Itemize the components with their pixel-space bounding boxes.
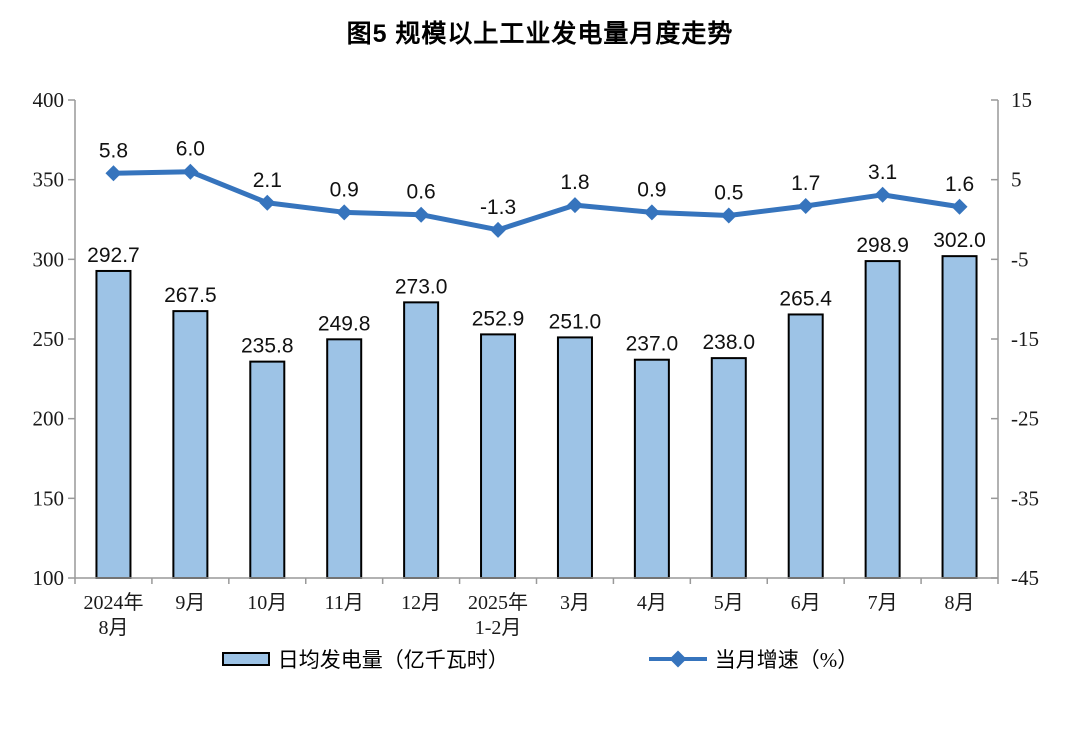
x-axis-label: 12月 <box>401 592 441 614</box>
left-tick-label: 100 <box>33 566 65 590</box>
point-value-label: 0.6 <box>407 181 436 204</box>
x-axis-label: 2025年 <box>468 591 528 614</box>
point-marker <box>951 198 968 215</box>
bar <box>326 338 363 579</box>
x-axis-label: 3月 <box>560 592 590 614</box>
bar-series-swatch <box>221 652 270 666</box>
point-marker <box>105 165 122 182</box>
left-tick-label: 250 <box>33 327 65 351</box>
bar-value-label: 265.4 <box>779 287 832 310</box>
right-tick-label: -35 <box>1011 486 1039 510</box>
bar <box>403 301 440 579</box>
diamond-marker-icon <box>669 650 687 668</box>
right-tick-label: -45 <box>1011 566 1039 590</box>
legend-item-line-series: 当月增速（%） <box>648 644 859 674</box>
chart-title: 图5 规模以上工业发电量月度走势 <box>346 20 734 48</box>
x-axis-label: 8月 <box>98 617 128 638</box>
point-marker <box>643 204 660 221</box>
point-value-label: 0.5 <box>714 182 743 205</box>
bar <box>710 357 747 579</box>
point-value-label: 2.1 <box>253 169 282 192</box>
point-value-label: 1.6 <box>945 173 974 196</box>
point-marker <box>874 186 891 203</box>
bar <box>480 333 517 579</box>
bar-value-label: 273.0 <box>395 275 448 298</box>
point-marker <box>720 207 737 224</box>
point-value-label: 0.9 <box>637 178 666 201</box>
point-value-label: 6.0 <box>176 138 205 161</box>
right-tick-label: -25 <box>1011 407 1039 431</box>
combo-chart-canvas: 292.7 267.5 235.8 249.8 273.0 252.9 251.0 237.0… <box>33 88 1040 638</box>
x-axis-label: 4月 <box>637 592 667 614</box>
bar-value-label: 238.0 <box>703 331 756 354</box>
line-series-label: 当月增速（%） <box>714 648 859 672</box>
chart-page: 图5 规模以上工业发电量月度走势 292.7 267.5 235.8 249.8 273… <box>0 14 1080 742</box>
bar-value-label: 292.7 <box>87 244 140 267</box>
bar <box>95 269 132 579</box>
point-value-label: 1.8 <box>560 171 589 194</box>
point-value-label: 1.7 <box>791 172 820 195</box>
point-marker <box>336 204 353 221</box>
point-value-label: 0.9 <box>330 178 359 201</box>
point-marker <box>413 206 430 223</box>
bar-value-label: 302.0 <box>933 229 986 252</box>
right-tick-label: 15 <box>1011 88 1032 112</box>
x-axis-label: 10月 <box>247 592 287 614</box>
left-tick-label: 200 <box>33 407 65 431</box>
bar <box>787 313 824 579</box>
point-marker <box>490 221 507 238</box>
bar-value-label: 235.8 <box>241 335 294 358</box>
point-marker <box>259 194 276 211</box>
bar-value-label: 252.9 <box>472 307 525 330</box>
bar <box>633 358 670 580</box>
right-tick-label: -5 <box>1011 247 1029 271</box>
left-tick-label: 150 <box>33 486 65 510</box>
right-tick-label: -15 <box>1011 327 1039 351</box>
point-value-label: -1.3 <box>480 196 516 219</box>
left-tick-label: 350 <box>33 168 65 192</box>
x-axis-label: 1-2月 <box>475 617 522 638</box>
x-axis-label: 2024年 <box>83 591 143 614</box>
trend-line <box>110 169 963 233</box>
x-axis-label: 7月 <box>868 592 898 614</box>
bar <box>864 260 901 579</box>
bar-series-label: 日均发电量（亿千瓦时） <box>277 648 509 672</box>
point-value-label: 5.8 <box>99 139 128 162</box>
chart-legend: 日均发电量（亿千瓦时） 当月增速（%） <box>0 644 1080 674</box>
bar-value-label: 237.0 <box>626 333 679 356</box>
x-axis-label: 9月 <box>175 592 205 614</box>
point-value-label: 3.1 <box>868 161 897 184</box>
point-marker <box>566 197 583 214</box>
left-tick-label: 300 <box>33 247 65 271</box>
point-marker <box>182 163 199 180</box>
x-axis-label: 6月 <box>791 592 821 614</box>
bar-value-label: 298.9 <box>856 234 909 257</box>
bar <box>556 336 593 580</box>
bar <box>249 360 286 579</box>
line-series-swatch <box>648 650 707 668</box>
point-marker <box>797 197 814 214</box>
right-tick-label: 5 <box>1011 168 1022 192</box>
bar-value-label: 249.8 <box>318 312 371 335</box>
x-axis-label: 11月 <box>325 592 364 614</box>
bar <box>172 310 209 579</box>
bar <box>941 255 978 579</box>
x-axis-label: 5月 <box>714 592 744 614</box>
legend-item-bar-series: 日均发电量（亿千瓦时） <box>221 644 509 674</box>
bar-value-label: 251.0 <box>549 310 602 333</box>
bar-value-label: 267.5 <box>164 284 217 307</box>
x-axis-label: 8月 <box>945 592 975 614</box>
left-tick-label: 400 <box>33 88 65 112</box>
